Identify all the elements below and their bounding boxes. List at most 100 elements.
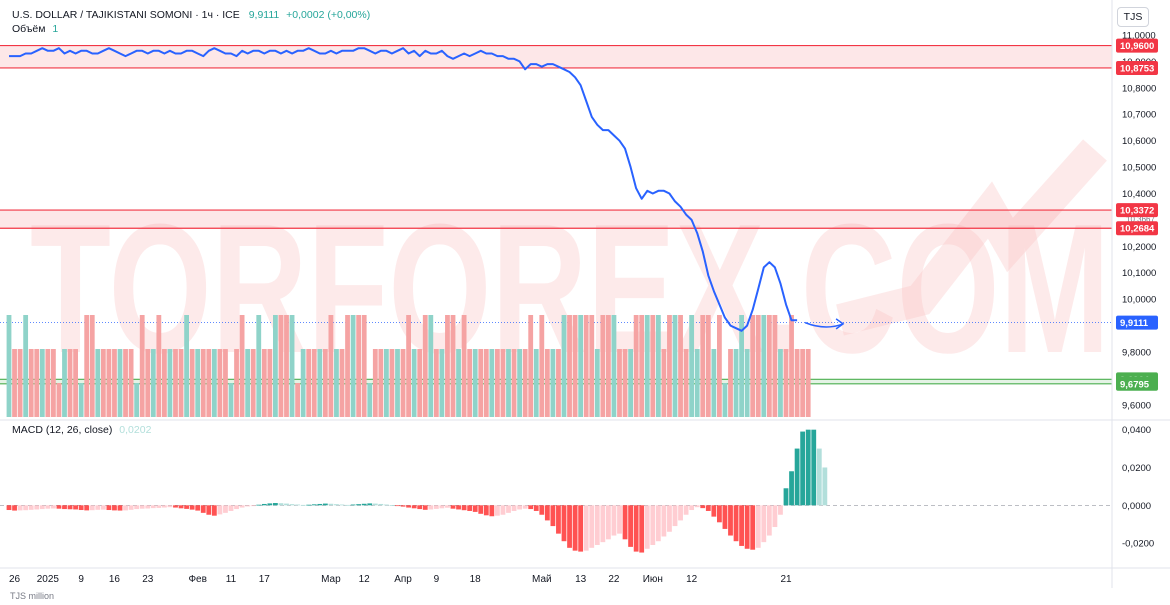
macd-bar (372, 503, 378, 506)
volume-bar (467, 349, 473, 417)
volume-bar (561, 315, 567, 417)
macd-bar (411, 505, 417, 509)
volume-bar (744, 349, 750, 417)
macd-bar (162, 505, 167, 508)
volume-bar (211, 349, 217, 417)
macd-bar (389, 505, 395, 506)
support-bottom-label-bg (1116, 376, 1158, 391)
macd-bar (733, 505, 739, 542)
volume-value: 1 (52, 23, 59, 35)
macd-bar (472, 505, 478, 512)
macd-bar (694, 505, 700, 508)
volume-bar (622, 349, 628, 417)
currency-button[interactable]: TJS (1117, 7, 1149, 27)
macd-bar (417, 505, 423, 510)
macd-bar (112, 505, 117, 511)
volume-bar (78, 383, 84, 417)
volume-bar (300, 349, 306, 417)
time-tick-label: Июн (643, 574, 663, 585)
volume-bar (805, 349, 811, 417)
volume-bar (728, 349, 733, 417)
macd-bar (184, 505, 189, 509)
macd-bar (195, 505, 201, 511)
macd-bar (78, 505, 84, 511)
macd-bar (334, 504, 339, 506)
macd-bar (200, 505, 206, 513)
resistance-top-label-0-bg (1116, 38, 1158, 53)
volume-bar (73, 349, 78, 417)
macd-bar (139, 505, 145, 509)
volume-bar (378, 349, 384, 417)
macd-bar (800, 431, 806, 506)
volume-bar (395, 349, 400, 417)
volume-bar (533, 349, 539, 417)
volume-bar (500, 349, 506, 417)
macd-bar (356, 504, 362, 506)
volume-bar (472, 349, 478, 417)
volume-bar (295, 383, 300, 417)
macd-bar (134, 505, 140, 510)
time-tick-label: 12 (686, 574, 698, 585)
volume-bar (678, 315, 683, 417)
volume-bar (766, 315, 772, 417)
volume-legend[interactable]: Объём 1 (12, 23, 58, 35)
volume-bar (28, 349, 34, 417)
macd-legend[interactable]: MACD (12, 26, close) 0,0202 (12, 424, 151, 436)
macd-bar (56, 505, 62, 509)
macd-bar (661, 505, 667, 537)
resistance-top-label-1-bg (1116, 203, 1158, 218)
price-line (9, 47, 798, 332)
volume-bar (644, 315, 650, 417)
macd-bar (117, 505, 123, 511)
volume-bar (317, 349, 323, 417)
time-tick-label: 26 (9, 574, 21, 585)
macd-bar (206, 505, 212, 515)
macd-value: 0,0202 (119, 424, 152, 436)
resistance-bottom-label-0: 10,8753 (1120, 63, 1154, 74)
macd-bar (234, 505, 239, 510)
volume-bar (100, 349, 106, 417)
volume-bar (567, 315, 572, 417)
macd-bar (495, 505, 500, 516)
macd-bar (528, 505, 534, 510)
macd-bar (567, 505, 572, 548)
time-tick-label: 9 (78, 574, 84, 585)
volume-bar (611, 315, 617, 417)
volume-bar (628, 349, 633, 417)
volume-bar (711, 349, 717, 417)
volume-bar (239, 315, 245, 417)
macd-bar (106, 505, 112, 511)
macd-bar (345, 504, 350, 506)
price-tick-label: 10,1000 (1122, 268, 1156, 279)
symbol-title[interactable]: U.S. DOLLAR / TAJIKISTANI SOMONI · 1ч · … (12, 9, 240, 21)
macd-bar (644, 505, 650, 549)
volume-bar (689, 315, 695, 417)
volume-bar (544, 349, 550, 417)
volume-bar (106, 349, 112, 417)
volume-bar (411, 349, 417, 417)
macd-bar (755, 505, 761, 548)
volume-bar (733, 349, 739, 417)
macd-bar (805, 429, 811, 506)
macd-bar (467, 505, 473, 511)
macd-bar (739, 505, 744, 546)
volume-bar (539, 315, 545, 417)
macd-bar (223, 505, 228, 513)
volume-bar (572, 315, 578, 417)
macd-bar (256, 504, 262, 506)
volume-bar (250, 349, 256, 417)
price-tick-label: 9,8000 (1122, 347, 1151, 358)
volume-bar (372, 349, 378, 417)
macd-bar (578, 505, 584, 552)
volume-bar (89, 315, 95, 417)
macd-bar (84, 505, 90, 511)
price-tick-label: 10,0000 (1122, 295, 1156, 306)
volume-bar (245, 349, 251, 417)
volume-bar (150, 349, 156, 417)
macd-bar (772, 505, 778, 528)
macd-bar (583, 505, 589, 551)
macd-bar (539, 505, 545, 515)
volume-bar (350, 315, 356, 417)
